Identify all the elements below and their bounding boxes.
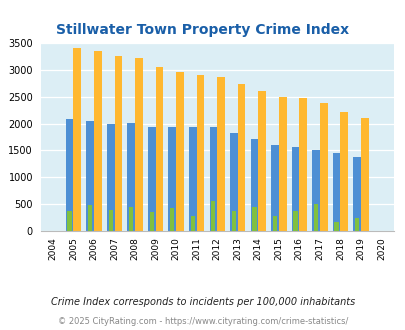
Bar [108,210,113,231]
Bar [170,208,174,231]
Bar [88,206,92,231]
Bar [293,211,297,231]
Bar [258,91,265,231]
Bar [190,216,194,231]
Bar [211,201,215,231]
Bar [86,121,94,231]
Bar [311,150,319,231]
Bar [73,48,81,231]
Bar [339,112,347,231]
Bar [334,222,338,231]
Bar [298,98,306,231]
Bar [217,77,224,231]
Bar [94,51,101,231]
Bar [209,127,217,231]
Bar [319,103,327,231]
Bar [272,216,276,231]
Bar [135,58,143,231]
Bar [278,97,286,231]
Bar [188,127,196,231]
Bar [313,204,318,231]
Bar [252,207,256,231]
Bar [114,56,122,231]
Bar [66,119,73,231]
Bar [67,211,72,231]
Bar [196,75,204,231]
Bar [129,207,133,231]
Bar [354,218,358,231]
Bar [291,148,298,231]
Bar [231,211,235,231]
Bar [360,117,368,231]
Bar [107,124,114,231]
Bar [155,67,163,231]
Bar [271,145,278,231]
Text: Crime Index corresponds to incidents per 100,000 inhabitants: Crime Index corresponds to incidents per… [51,297,354,307]
Bar [149,212,153,231]
Bar [168,127,176,231]
Bar [250,139,258,231]
Bar [352,157,360,231]
Text: © 2025 CityRating.com - https://www.cityrating.com/crime-statistics/: © 2025 CityRating.com - https://www.city… [58,317,347,326]
Bar [147,127,155,231]
Bar [127,123,135,231]
Bar [332,153,339,231]
Bar [176,73,183,231]
Bar [230,133,237,231]
Bar [237,84,245,231]
Text: Stillwater Town Property Crime Index: Stillwater Town Property Crime Index [56,23,349,37]
